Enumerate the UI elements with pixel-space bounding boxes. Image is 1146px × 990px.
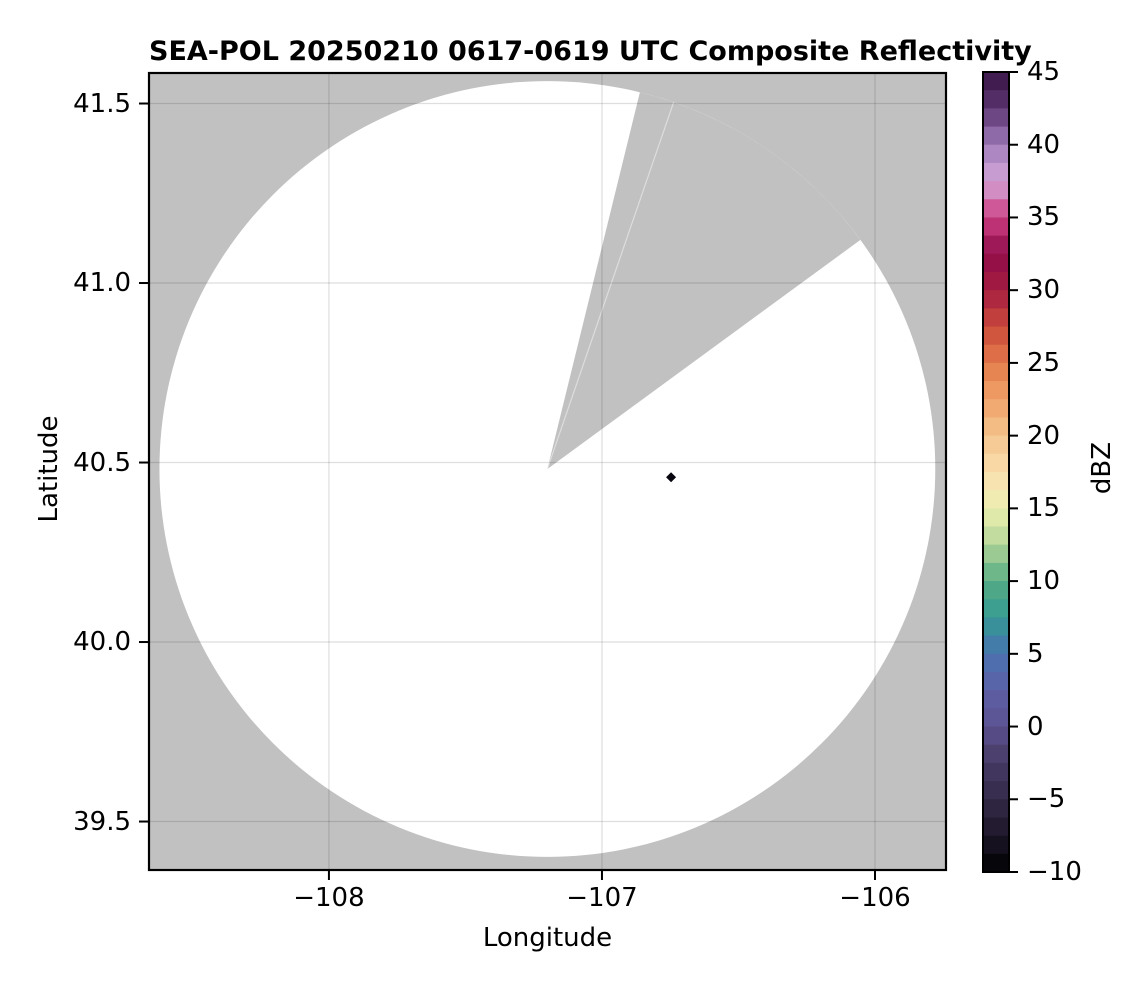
colorbar-band	[983, 508, 1009, 528]
colorbar-band	[983, 472, 1009, 491]
colorbar-band	[983, 490, 1009, 510]
colorbar-band	[983, 653, 1009, 673]
colorbar-band	[983, 853, 1009, 873]
colorbar-band	[983, 562, 1009, 582]
y-axis-tick-label: 39.5	[73, 806, 131, 837]
colorbar-band	[983, 799, 1009, 819]
y-axis-tick-label: 40.0	[73, 627, 131, 658]
colorbar-band	[983, 435, 1009, 455]
plot-title: SEA-POL 20250210 0617-0619 UTC Composite…	[149, 36, 1032, 67]
plot-area	[139, 71, 948, 880]
colorbar-band	[983, 635, 1009, 655]
colorbar-band	[983, 253, 1009, 273]
colorbar-band	[983, 526, 1009, 546]
y-axis-tick-label: 41.0	[73, 268, 131, 299]
colorbar	[982, 71, 1018, 873]
colorbar-band	[983, 781, 1009, 801]
x-axis-tick-label: −106	[839, 883, 911, 913]
y-axis-tick-label: 40.5	[73, 447, 131, 478]
colorbar-band	[983, 72, 1009, 91]
colorbar-band	[983, 144, 1009, 164]
colorbar-band	[983, 272, 1009, 291]
colorbar-band	[983, 708, 1009, 728]
y-axis-tick-label: 41.5	[73, 88, 131, 119]
colorbar-band	[983, 90, 1009, 110]
colorbar-band	[983, 744, 1009, 764]
colorbar-tick-label: 30	[1027, 275, 1061, 306]
colorbar-band	[983, 381, 1009, 401]
colorbar-band	[983, 181, 1009, 201]
colorbar-band	[983, 126, 1009, 146]
x-axis-tick-label: −108	[293, 883, 365, 913]
colorbar-band	[983, 672, 1009, 691]
colorbar-tick-label: −10	[1027, 857, 1082, 887]
plot-border	[147, 71, 948, 872]
colorbar-tick-label: 45	[1027, 57, 1061, 87]
colorbar-band	[983, 453, 1009, 473]
colorbar-band	[983, 399, 1009, 419]
colorbar-band	[983, 690, 1009, 710]
colorbar-band	[983, 581, 1009, 601]
blocked-sector-wedge	[547, 92, 861, 469]
colorbar-band	[983, 326, 1009, 346]
colorbar-band	[983, 344, 1009, 364]
colorbar-band	[983, 417, 1009, 437]
colorbar-band	[983, 544, 1009, 564]
colorbar-band	[983, 235, 1009, 255]
colorbar-band	[983, 199, 1009, 219]
colorbar-band	[983, 162, 1009, 182]
colorbar-band	[983, 599, 1009, 619]
sector-seam-line	[546, 102, 675, 470]
colorbar-band	[983, 290, 1009, 310]
colorbar-tick-label: −5	[1027, 784, 1066, 815]
colorbar-tick-label: 10	[1027, 566, 1061, 597]
x-axis-label: Longitude	[482, 923, 613, 953]
colorbar-band	[983, 617, 1009, 637]
colorbar-band	[983, 762, 1009, 782]
colorbar-tick-label: 5	[1027, 638, 1044, 669]
colorbar-tick-label: 35	[1027, 202, 1061, 233]
colorbar-border	[982, 71, 1010, 873]
echo-marker-diamond	[666, 472, 677, 483]
colorbar-tick-label: 20	[1027, 420, 1061, 451]
colorbar-band	[983, 817, 1009, 837]
colorbar-band	[983, 108, 1009, 128]
colorbar-band	[983, 835, 1009, 855]
colorbar-tick-label: 15	[1027, 493, 1061, 524]
colorbar-label: dBZ	[1087, 441, 1117, 495]
colorbar-band	[983, 217, 1009, 237]
colorbar-tick-label: 40	[1027, 129, 1061, 160]
colorbar-band	[983, 308, 1009, 328]
colorbar-band	[983, 362, 1009, 382]
x-axis-tick-label: −107	[566, 883, 638, 913]
colorbar-tick-label: 25	[1027, 347, 1061, 378]
colorbar-tick-label: 0	[1027, 711, 1044, 742]
colorbar-band	[983, 726, 1009, 746]
